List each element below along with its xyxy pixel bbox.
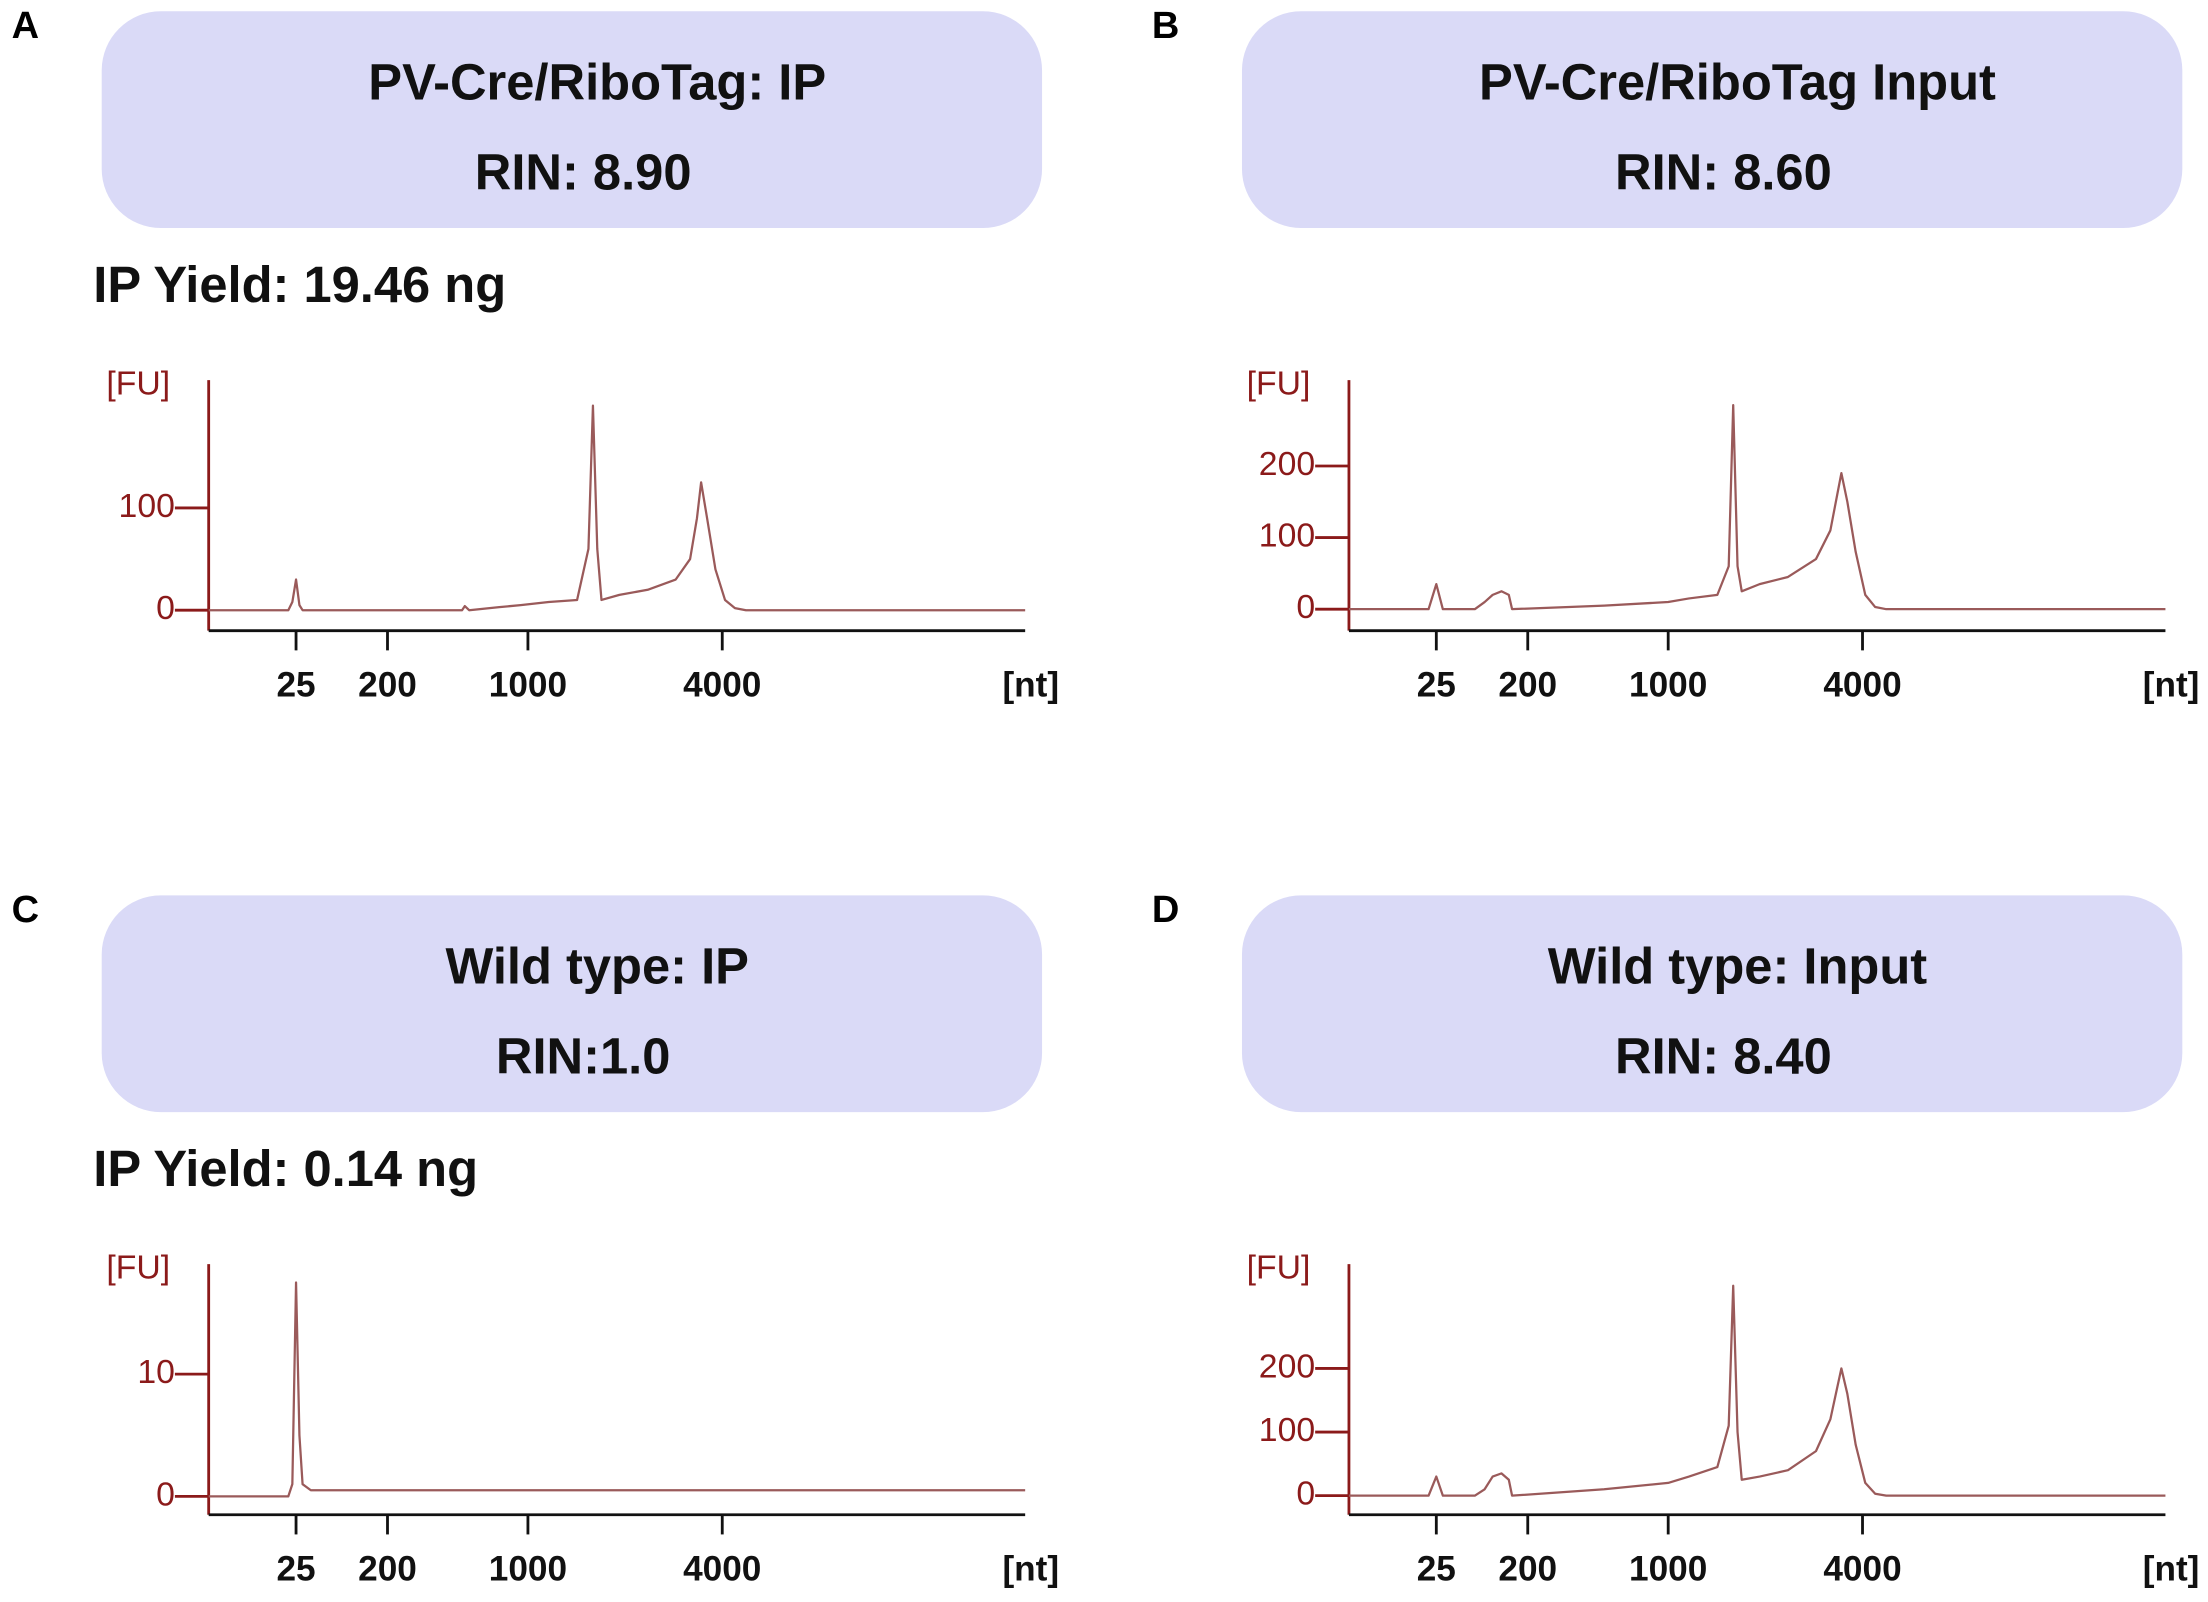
x-tick-label: 200	[358, 665, 417, 704]
chart-title: Wild type: IP	[445, 937, 749, 994]
y-axis-label: [FU]	[1247, 1249, 1311, 1287]
rin-label: RIN: 8.40	[1615, 1027, 1832, 1084]
x-axis-label: [nt]	[1002, 1549, 1059, 1588]
y-axis-label: [FU]	[1247, 365, 1311, 403]
yield-annotation: IP Yield: 0.14 ng	[93, 1140, 478, 1197]
x-tick-label: 200	[1498, 1549, 1557, 1588]
x-tick-label: 200	[358, 1549, 417, 1588]
x-tick-label: 1000	[1629, 1549, 1707, 1588]
panel: B PV-Cre/RiboTag Input RIN: 8.60 [FU] [nt] 0 1…	[1152, 5, 2200, 704]
yield-annotation: IP Yield: 19.46 ng	[93, 256, 506, 313]
header-box	[101, 11, 1043, 229]
y-tick-label: 100	[119, 487, 175, 525]
y-tick-label: 200	[1259, 1347, 1315, 1385]
chart-title: PV-Cre/RiboTag: IP	[368, 53, 826, 110]
y-tick-label: 0	[1296, 1475, 1315, 1513]
x-tick-label: 200	[1498, 665, 1557, 704]
panel-letter: B	[1152, 5, 1179, 47]
y-axis-label: [FU]	[106, 1249, 170, 1287]
rin-label: RIN: 8.60	[1615, 143, 1832, 200]
panel-letter: D	[1152, 889, 1179, 931]
rin-label: RIN: 8.90	[475, 143, 692, 200]
trace	[1348, 1284, 2166, 1497]
chart-title: Wild type: Input	[1548, 937, 1928, 994]
panel: D Wild type: Input RIN: 8.40 [FU] [nt] 0 100 20…	[1152, 889, 2200, 1588]
panel-letter: C	[12, 889, 39, 931]
header-box	[1241, 895, 2183, 1113]
x-tick-label: 4000	[683, 665, 761, 704]
panel: A PV-Cre/RiboTag: IP RIN: 8.90 IP Yield: 19…	[12, 5, 1060, 704]
trace	[208, 1281, 1026, 1498]
y-tick-label: 0	[156, 1475, 175, 1513]
x-tick-label: 25	[276, 1549, 315, 1588]
x-tick-label: 1000	[489, 1549, 567, 1588]
y-tick-label: 10	[137, 1353, 175, 1391]
x-tick-label: 4000	[1823, 665, 1901, 704]
x-tick-label: 25	[276, 665, 315, 704]
x-tick-label: 4000	[683, 1549, 761, 1588]
trace	[208, 404, 1026, 612]
y-tick-label: 0	[156, 589, 175, 627]
rin-label: RIN:1.0	[496, 1027, 671, 1084]
y-tick-label: 100	[1259, 517, 1315, 555]
chart-title: PV-Cre/RiboTag Input	[1479, 53, 1996, 110]
x-axis-label: [nt]	[2143, 665, 2200, 704]
x-tick-label: 4000	[1823, 1549, 1901, 1588]
y-tick-label: 100	[1259, 1411, 1315, 1449]
y-tick-label: 0	[1296, 588, 1315, 626]
x-tick-label: 1000	[1629, 665, 1707, 704]
y-axis-label: [FU]	[106, 365, 170, 403]
x-axis-label: [nt]	[2143, 1549, 2200, 1588]
header-box	[1241, 11, 2183, 229]
x-axis-label: [nt]	[1002, 665, 1059, 704]
x-tick-label: 1000	[489, 665, 567, 704]
panel-letter: A	[12, 5, 39, 47]
trace	[1348, 404, 2166, 611]
header-box	[101, 895, 1043, 1113]
y-tick-label: 200	[1259, 445, 1315, 483]
panel: C Wild type: IP RIN:1.0 IP Yield: 0.14 ng [F…	[12, 889, 1060, 1588]
x-tick-label: 25	[1417, 665, 1456, 704]
x-tick-label: 25	[1417, 1549, 1456, 1588]
